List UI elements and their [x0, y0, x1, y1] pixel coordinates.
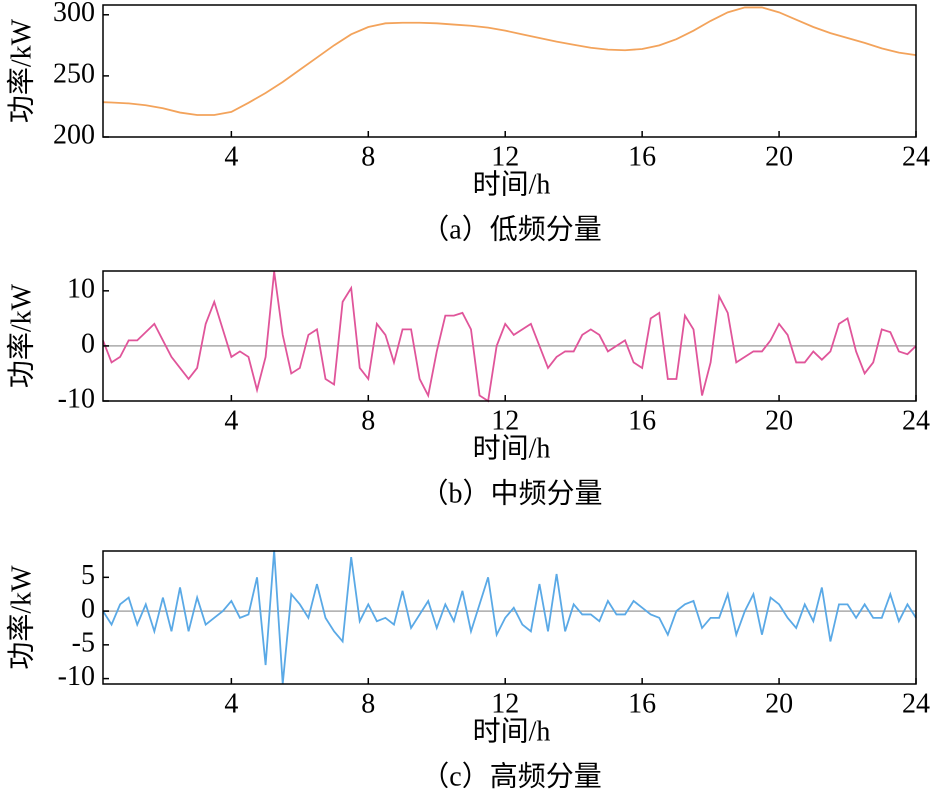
caption: （c）高频分量 — [421, 760, 601, 792]
plot-frame — [102, 4, 917, 138]
y-axis-label: 功率/kW — [5, 283, 37, 388]
data-line — [102, 271, 917, 403]
x-tick-label: 20 — [765, 141, 793, 172]
plot-frame — [102, 550, 917, 685]
x-axis-label: 时间/h — [473, 168, 551, 200]
y-tick-label: -10 — [58, 383, 95, 414]
x-tick-label: 4 — [224, 405, 238, 436]
x-tick-label: 20 — [765, 405, 793, 436]
x-tick-label: 16 — [628, 141, 656, 172]
x-tick-label: 24 — [902, 141, 930, 172]
x-tick-label: 24 — [902, 405, 930, 436]
plot-frame — [102, 270, 917, 402]
x-tick-label: 12 — [491, 688, 519, 719]
y-tick-label: 250 — [53, 58, 95, 89]
data-line — [102, 6, 917, 116]
x-axis-label: 时间/h — [473, 715, 551, 747]
x-tick-label: 12 — [491, 405, 519, 436]
y-tick-label: 5 — [81, 560, 95, 591]
y-axis-label: 功率/kW — [5, 565, 37, 670]
caption: （b）中频分量 — [420, 477, 602, 509]
y-axis-label: 功率/kW — [5, 18, 37, 123]
y-tick-label: 0 — [81, 594, 95, 625]
x-tick-label: 16 — [628, 405, 656, 436]
x-tick-label: 16 — [628, 688, 656, 719]
x-tick-label: 8 — [361, 141, 375, 172]
y-tick-label: 10 — [67, 273, 95, 304]
y-tick-label: 0 — [81, 328, 95, 359]
y-tick-label: 200 — [53, 119, 95, 150]
x-tick-label: 12 — [491, 141, 519, 172]
y-tick-label: -10 — [58, 661, 95, 692]
x-tick-label: 20 — [765, 688, 793, 719]
y-tick-label: 300 — [53, 0, 95, 28]
x-tick-label: 8 — [361, 688, 375, 719]
x-tick-label: 8 — [361, 405, 375, 436]
data-line — [102, 550, 917, 685]
x-tick-label: 4 — [224, 141, 238, 172]
caption: （a）低频分量 — [421, 213, 601, 245]
x-tick-label: 24 — [902, 688, 930, 719]
x-axis-label: 时间/h — [473, 432, 551, 464]
x-tick-label: 4 — [224, 688, 238, 719]
y-tick-label: -5 — [72, 627, 95, 658]
